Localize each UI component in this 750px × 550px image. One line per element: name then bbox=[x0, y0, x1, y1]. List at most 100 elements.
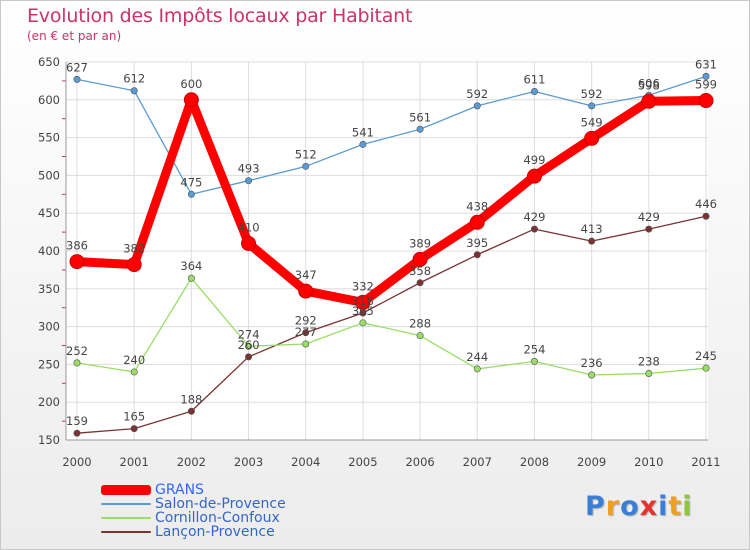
data-label-grans: 499 bbox=[523, 153, 545, 167]
data-point-grans bbox=[641, 93, 657, 109]
data-label-grans: 332 bbox=[352, 279, 374, 293]
data-label-cornillon-confoux: 252 bbox=[66, 344, 88, 358]
x-tick-label: 2001 bbox=[120, 455, 149, 469]
data-point-salon-de-provence bbox=[359, 140, 367, 148]
data-point-salon-de-provence bbox=[187, 190, 195, 198]
legend-item: Salon-de-Provence bbox=[101, 497, 286, 511]
data-label-salon-de-provence: 611 bbox=[523, 72, 545, 86]
data-point-lan-on-provence bbox=[73, 429, 81, 437]
data-point-grans bbox=[469, 214, 485, 230]
x-tick-label: 2006 bbox=[405, 455, 434, 469]
data-point-grans bbox=[526, 168, 542, 184]
y-tick-label: 500 bbox=[38, 168, 60, 182]
data-point-grans bbox=[355, 294, 371, 310]
y-tick-label: 600 bbox=[38, 93, 60, 107]
data-label-lan-on-provence: 292 bbox=[295, 314, 317, 328]
data-point-grans bbox=[298, 283, 314, 299]
legend-label: GRANS bbox=[155, 482, 204, 498]
data-point-lan-on-provence bbox=[302, 329, 310, 337]
x-tick-label: 2004 bbox=[291, 455, 320, 469]
data-point-lan-on-provence bbox=[702, 212, 710, 220]
data-point-grans bbox=[69, 254, 85, 270]
data-point-grans bbox=[241, 235, 257, 251]
data-point-salon-de-provence bbox=[588, 102, 596, 110]
data-point-salon-de-provence bbox=[702, 72, 710, 80]
data-label-salon-de-provence: 631 bbox=[695, 57, 717, 71]
series-line-grans bbox=[72, 95, 711, 307]
data-label-cornillon-confoux: 240 bbox=[123, 353, 145, 367]
x-tick-label: 2011 bbox=[691, 455, 720, 469]
chart-legend: GRANS Salon-de-Provence Cornillon-Confoux L… bbox=[101, 483, 286, 539]
data-label-salon-de-provence: 606 bbox=[638, 76, 660, 90]
data-point-cornillon-confoux bbox=[473, 365, 481, 373]
y-tick-label: 450 bbox=[38, 206, 60, 220]
data-point-grans bbox=[698, 93, 714, 109]
logo-letter: i bbox=[658, 491, 669, 522]
x-tick-label: 2002 bbox=[177, 455, 206, 469]
y-tick-label: 250 bbox=[38, 357, 60, 371]
data-label-cornillon-confoux: 305 bbox=[352, 304, 374, 318]
data-label-salon-de-provence: 541 bbox=[352, 125, 374, 139]
data-label-cornillon-confoux: 254 bbox=[523, 342, 545, 356]
y-tick-label: 200 bbox=[38, 395, 60, 409]
data-label-cornillon-confoux: 244 bbox=[466, 350, 488, 364]
x-tick-label: 2008 bbox=[520, 455, 549, 469]
x-tick-label: 2005 bbox=[348, 455, 377, 469]
x-tick-label: 2007 bbox=[463, 455, 492, 469]
data-label-lan-on-provence: 429 bbox=[638, 210, 660, 224]
data-point-cornillon-confoux bbox=[73, 359, 81, 367]
data-label-salon-de-provence: 592 bbox=[581, 87, 603, 101]
logo-letter: i bbox=[682, 491, 693, 522]
legend-label: Salon-de-Provence bbox=[155, 496, 286, 512]
data-point-salon-de-provence bbox=[473, 102, 481, 110]
data-label-grans: 389 bbox=[409, 236, 431, 250]
data-point-grans bbox=[584, 130, 600, 146]
data-label-lan-on-provence: 165 bbox=[123, 410, 145, 424]
data-point-lan-on-provence bbox=[416, 279, 424, 287]
legend-item: Cornillon-Confoux bbox=[101, 511, 286, 525]
y-tick-label: 350 bbox=[38, 282, 60, 296]
data-point-lan-on-provence bbox=[588, 237, 596, 245]
data-label-lan-on-provence: 188 bbox=[180, 392, 202, 406]
data-label-lan-on-provence: 358 bbox=[409, 264, 431, 278]
logo-letter: o bbox=[620, 491, 640, 522]
data-label-grans: 382 bbox=[123, 242, 145, 256]
legend-swatch bbox=[101, 517, 151, 519]
data-label-grans: 386 bbox=[66, 239, 88, 253]
series-line-cornillon-confoux bbox=[76, 277, 707, 376]
series-line-salon-de-provence bbox=[76, 75, 707, 195]
data-point-lan-on-provence bbox=[530, 225, 538, 233]
data-label-grans: 347 bbox=[295, 268, 317, 282]
y-tick-label: 550 bbox=[38, 131, 60, 145]
data-label-grans: 410 bbox=[238, 220, 260, 234]
legend-item: Lançon-Provence bbox=[101, 525, 286, 539]
chart-subtitle: (en € et par an) bbox=[27, 29, 122, 43]
data-label-salon-de-provence: 512 bbox=[295, 147, 317, 161]
data-point-salon-de-provence bbox=[73, 75, 81, 83]
data-label-lan-on-provence: 429 bbox=[523, 210, 545, 224]
data-point-cornillon-confoux bbox=[588, 371, 596, 379]
data-label-cornillon-confoux: 236 bbox=[581, 356, 603, 370]
chart-title: Evolution des Impôts locaux par Habitant bbox=[27, 5, 413, 27]
data-label-salon-de-provence: 561 bbox=[409, 110, 431, 124]
legend-label: Cornillon-Confoux bbox=[155, 510, 280, 526]
data-point-grans bbox=[412, 251, 428, 267]
data-label-cornillon-confoux: 274 bbox=[238, 327, 260, 341]
legend-swatch bbox=[101, 503, 151, 505]
data-label-grans: 599 bbox=[695, 78, 717, 92]
data-point-lan-on-provence bbox=[645, 225, 653, 233]
x-tick-label: 2003 bbox=[234, 455, 263, 469]
data-label-salon-de-provence: 493 bbox=[238, 162, 260, 176]
data-label-cornillon-confoux: 364 bbox=[180, 259, 202, 273]
data-point-lan-on-provence bbox=[473, 251, 481, 259]
data-label-salon-de-provence: 592 bbox=[466, 87, 488, 101]
data-point-cornillon-confoux bbox=[130, 368, 138, 376]
data-label-cornillon-confoux: 277 bbox=[295, 325, 317, 339]
data-point-salon-de-provence bbox=[130, 87, 138, 95]
data-point-cornillon-confoux bbox=[302, 340, 310, 348]
data-label-salon-de-provence: 475 bbox=[180, 175, 202, 189]
data-point-lan-on-provence bbox=[245, 353, 253, 361]
y-tick-label: 150 bbox=[38, 433, 60, 447]
